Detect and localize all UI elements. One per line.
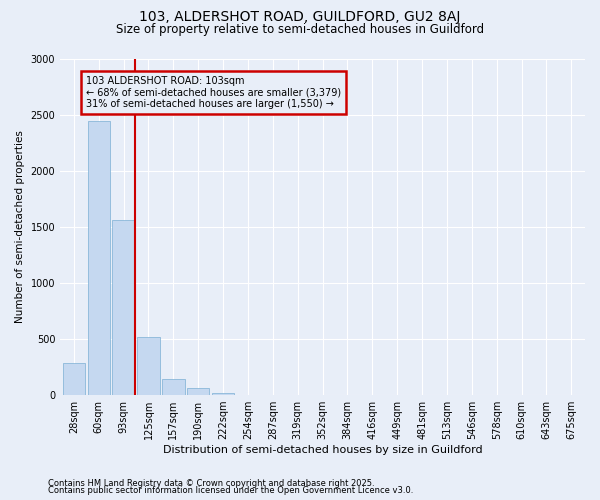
Text: 103, ALDERSHOT ROAD, GUILDFORD, GU2 8AJ: 103, ALDERSHOT ROAD, GUILDFORD, GU2 8AJ (139, 10, 461, 24)
Y-axis label: Number of semi-detached properties: Number of semi-detached properties (15, 130, 25, 324)
Bar (62, 362, 85, 395)
Text: 103 ALDERSHOT ROAD: 103sqm
← 68% of semi-detached houses are smaller (3,379)
31%: 103 ALDERSHOT ROAD: 103sqm ← 68% of semi… (86, 76, 341, 109)
Text: Contains HM Land Registry data © Crown copyright and database right 2025.: Contains HM Land Registry data © Crown c… (48, 478, 374, 488)
Bar (237, 394, 259, 395)
Text: Size of property relative to semi-detached houses in Guildford: Size of property relative to semi-detach… (116, 22, 484, 36)
X-axis label: Distribution of semi-detached houses by size in Guildford: Distribution of semi-detached houses by … (163, 445, 482, 455)
Bar (212, 393, 234, 395)
Bar (137, 337, 160, 395)
Bar (187, 388, 209, 395)
Text: Contains public sector information licensed under the Open Government Licence v3: Contains public sector information licen… (48, 486, 413, 495)
Bar (162, 380, 185, 395)
Bar (112, 220, 135, 395)
Bar (88, 120, 110, 395)
